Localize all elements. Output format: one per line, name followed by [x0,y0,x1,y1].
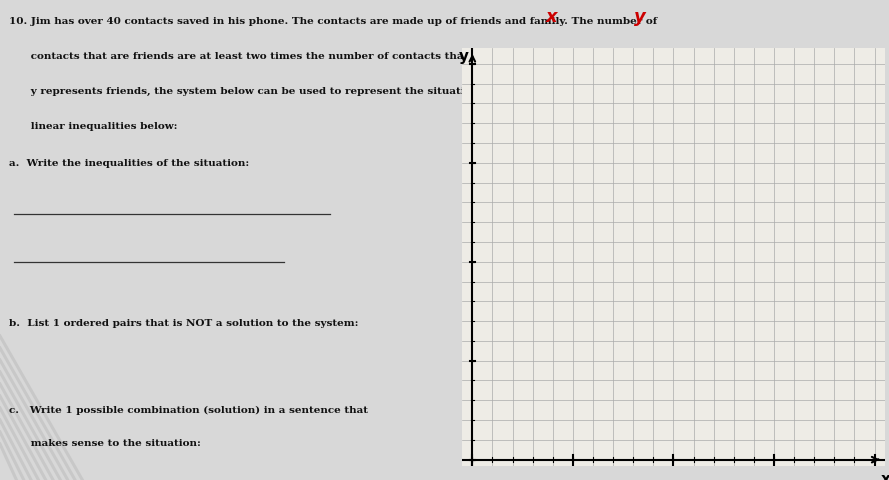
Text: y represents friends, the system below can be used to represent the situation. W: y represents friends, the system below c… [9,87,662,96]
Text: a.  Write the inequalities of the situation:: a. Write the inequalities of the situati… [9,159,250,168]
Text: x: x [545,8,557,25]
Text: 10. Jim has over 40 contacts saved in his phone. The contacts are made up of fri: 10. Jim has over 40 contacts saved in hi… [9,17,657,26]
Text: contacts that are friends are at least two times the number of contacts that are: contacts that are friends are at least t… [9,52,679,61]
Text: linear inequalities below:: linear inequalities below: [9,122,178,131]
Text: b.  List 1 ordered pairs that is NOT a solution to the system:: b. List 1 ordered pairs that is NOT a so… [9,319,358,328]
Text: y: y [460,49,469,64]
Text: x: x [881,471,889,480]
Text: c.   Write 1 possible combination (solution) in a sentence that: c. Write 1 possible combination (solutio… [9,406,368,415]
Text: y: y [634,8,646,25]
Text: makes sense to the situation:: makes sense to the situation: [9,439,201,448]
